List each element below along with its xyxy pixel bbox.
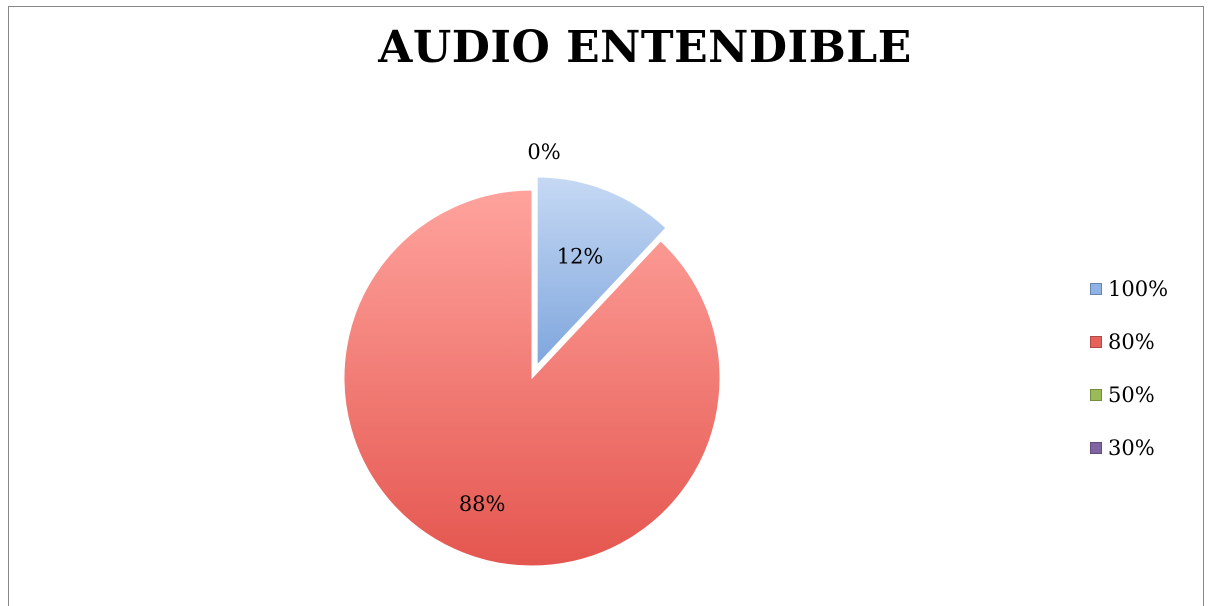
legend-label: 100%: [1108, 276, 1169, 301]
legend-item: 80%: [1090, 315, 1168, 368]
data-label: 12%: [557, 245, 604, 269]
legend-label: 50%: [1108, 382, 1155, 407]
legend-item: 30%: [1090, 421, 1168, 474]
legend-swatch: [1090, 335, 1102, 348]
data-label: 88%: [459, 492, 506, 516]
chart-legend: 100% 80% 50% 30%: [1090, 262, 1168, 474]
legend-label: 30%: [1108, 435, 1155, 460]
chart-title: AUDIO ENTENDIBLE: [378, 22, 912, 73]
legend-swatch: [1090, 282, 1102, 295]
legend-swatch: [1090, 441, 1102, 454]
data-label: 0%: [527, 140, 560, 164]
pie-slice-80%: [343, 189, 721, 567]
legend-item: 50%: [1090, 368, 1168, 421]
legend-item: 100%: [1090, 262, 1168, 315]
pie-slice-100%: [536, 176, 667, 367]
legend-swatch: [1090, 388, 1102, 401]
legend-label: 80%: [1108, 329, 1155, 354]
